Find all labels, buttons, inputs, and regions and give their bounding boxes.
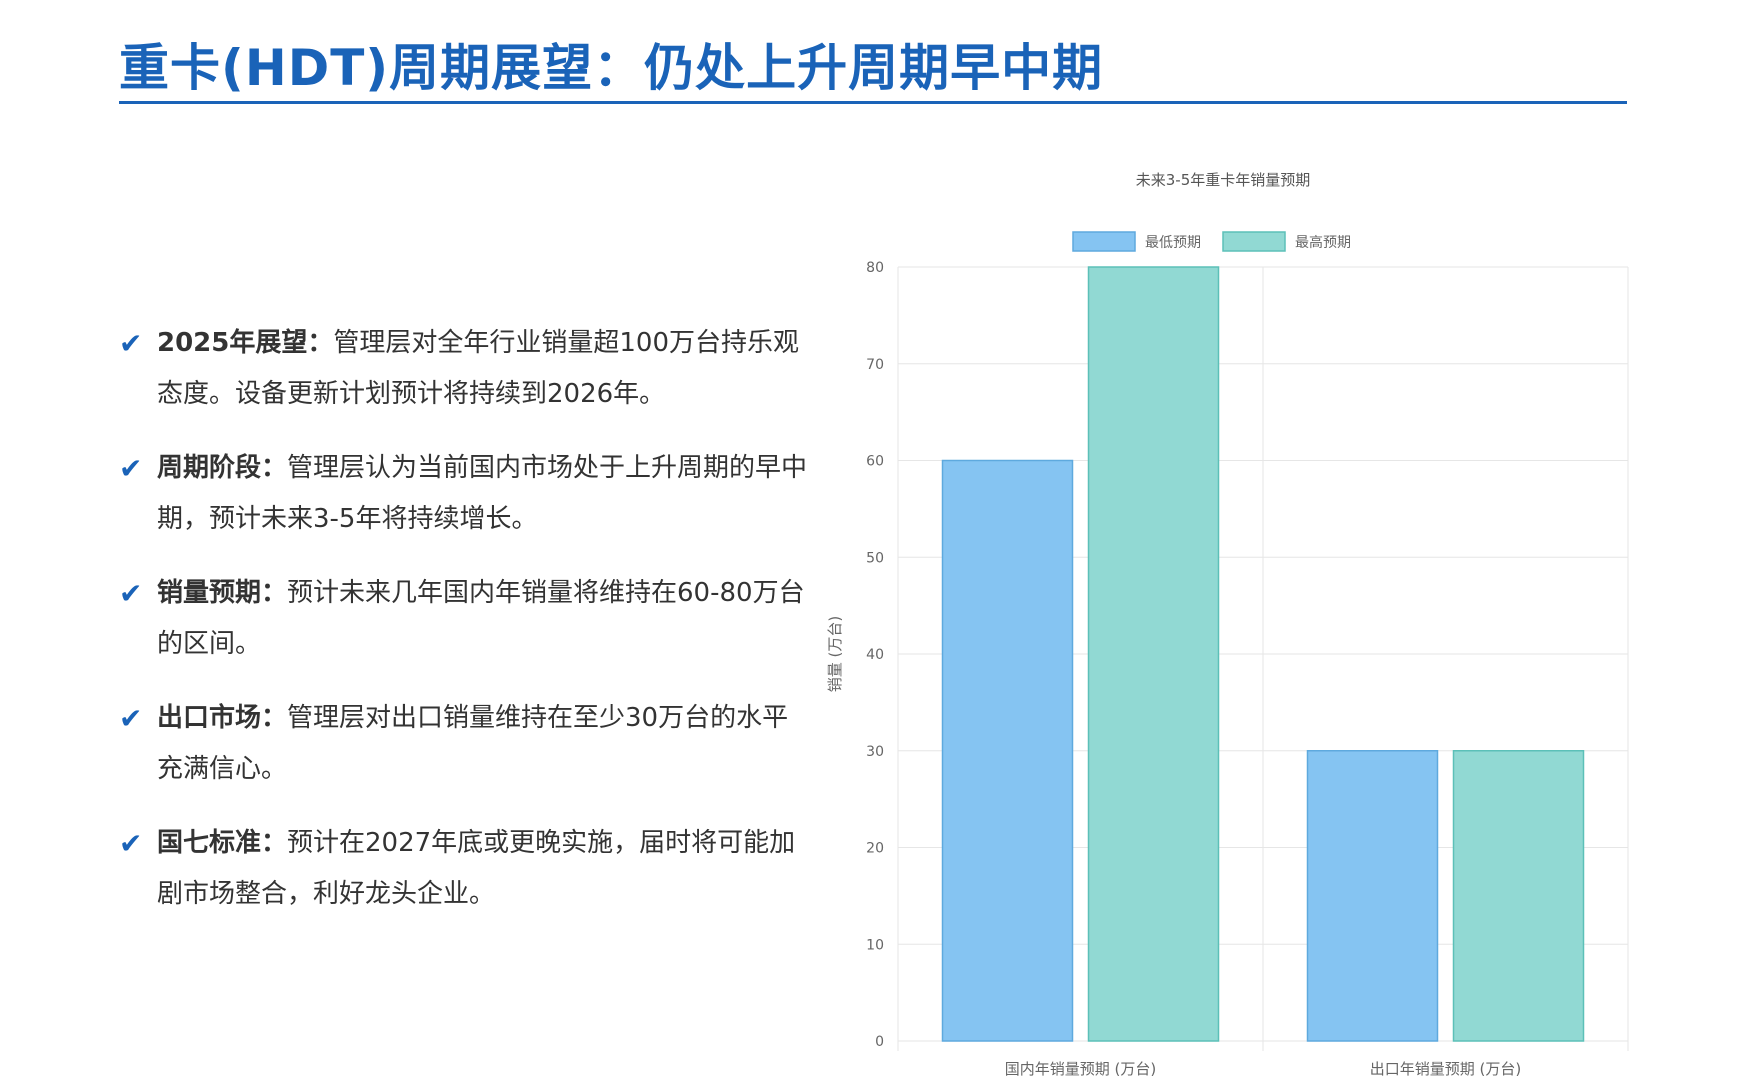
legend-label: 最高预期 [1295, 234, 1351, 251]
bullet-item: ✔ 销量预期：预计未来几年国内年销量将维持在60-80万台的区间。 [119, 568, 809, 670]
bullet-list: ✔ 2025年展望：管理层对全年行业销量超100万台持乐观态度。设备更新计划预计… [119, 318, 809, 943]
y-tick-label: 20 [866, 841, 884, 857]
bullet-label: 出口市场： [157, 703, 288, 733]
bar [1087, 266, 1220, 1042]
y-tick-label: 70 [866, 357, 884, 373]
page-title: 重卡(HDT)周期展望：仍处上升周期早中期 [119, 39, 1104, 97]
bullet-item: ✔ 出口市场：管理层对出口销量维持在至少30万台的水平充满信心。 [119, 693, 809, 795]
check-icon: ✔ [119, 452, 143, 485]
bullet-label: 周期阶段： [157, 453, 288, 483]
title-divider [119, 101, 1627, 104]
bullet-text: 管理层认为当前国内市场处于上升周期的早中期，预计未来3-5年将持续增长。 [157, 453, 808, 534]
legend-swatch [1222, 231, 1286, 252]
y-tick-label: 0 [875, 1034, 884, 1050]
y-axis-label: 销量 (万台) [826, 616, 844, 692]
bullet-text: 管理层对出口销量维持在至少30万台的水平充满信心。 [157, 703, 789, 784]
y-tick-label: 40 [866, 647, 884, 663]
legend-label: 最低预期 [1145, 235, 1201, 251]
chart-bars [941, 266, 1585, 1042]
bullet-label: 国七标准： [157, 828, 288, 858]
chart-title: 未来3-5年重卡年销量预期 [1136, 171, 1311, 189]
bullet-text: 预计在2027年底或更晚实施，届时将可能加剧市场整合，利好龙头企业。 [157, 828, 796, 909]
y-tick-label: 80 [866, 260, 884, 276]
bar [941, 459, 1074, 1042]
y-tick-label: 50 [866, 550, 884, 566]
check-icon: ✔ [119, 827, 143, 860]
x-tick-label: 出口年销量预期 (万台) [1370, 1060, 1521, 1078]
x-axis: 国内年销量预期 (万台) 出口年销量预期 (万台) [1005, 1060, 1521, 1078]
x-tick-label: 国内年销量预期 (万台) [1005, 1060, 1156, 1078]
bullet-label: 2025年展望： [157, 328, 334, 358]
check-icon: ✔ [119, 702, 143, 735]
bar [1452, 750, 1585, 1042]
bullet-label: 销量预期： [157, 578, 288, 608]
bullet-item: ✔ 周期阶段：管理层认为当前国内市场处于上升周期的早中期，预计未来3-5年将持续… [119, 443, 809, 545]
y-tick-label: 60 [866, 454, 884, 470]
bullet-text: 管理层对全年行业销量超100万台持乐观态度。设备更新计划预计将持续到2026年。 [157, 328, 800, 409]
y-tick-label: 10 [866, 937, 884, 953]
check-icon: ✔ [119, 327, 143, 360]
bar [1306, 750, 1439, 1042]
chart-legend: 最低预期 最高预期 [1072, 231, 1351, 252]
y-axis: 0 10 20 30 40 50 60 70 80 [866, 260, 884, 1050]
bullet-item: ✔ 2025年展望：管理层对全年行业销量超100万台持乐观态度。设备更新计划预计… [119, 318, 809, 420]
check-icon: ✔ [119, 577, 143, 610]
legend-swatch [1072, 231, 1136, 252]
y-tick-label: 30 [866, 744, 884, 760]
bullet-item: ✔ 国七标准：预计在2027年底或更晚实施，届时将可能加剧市场整合，利好龙头企业… [119, 818, 809, 920]
bullet-text: 预计未来几年国内年销量将维持在60-80万台的区间。 [157, 578, 805, 659]
sales-forecast-chart: 未来3-5年重卡年销量预期 最低预期 最高预期 0 10 20 30 40 50 60 70 80… [826, 171, 1629, 1078]
